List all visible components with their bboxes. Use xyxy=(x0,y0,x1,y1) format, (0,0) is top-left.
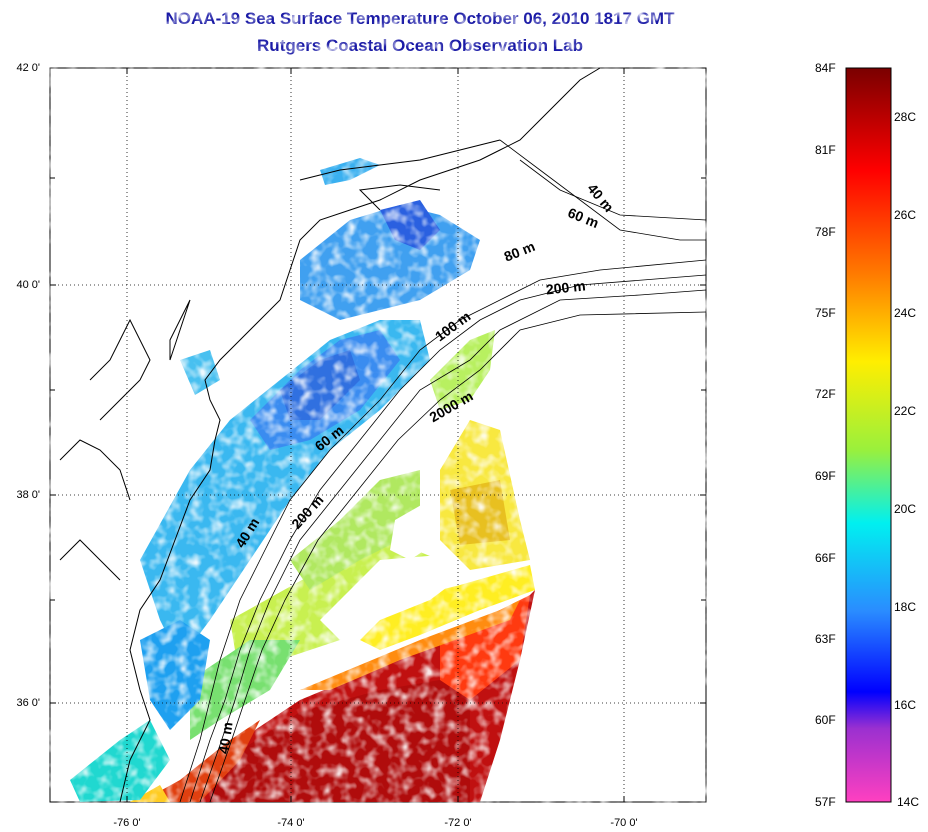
map-title: NOAA-19 Sea Surface Temperature October … xyxy=(165,9,675,28)
colorbar xyxy=(845,67,892,803)
lon-tick: -70 0' xyxy=(610,817,638,829)
lat-tick: 36 0' xyxy=(16,697,40,709)
colorbar-f-label: 63F xyxy=(815,632,836,646)
colorbar-f-label: 81F xyxy=(815,143,836,157)
colorbar-f-label: 57F xyxy=(815,795,836,809)
colorbar-c-label: 16C xyxy=(894,698,917,712)
lat-tick: 42 0' xyxy=(16,62,40,74)
colorbar-f-label: 69F xyxy=(815,469,836,483)
coastline xyxy=(59,67,601,803)
contour-label: 200 m xyxy=(545,277,586,297)
colorbar-f-label: 84F xyxy=(815,61,836,75)
isobaths xyxy=(179,139,707,803)
colorbar-c-label: 22C xyxy=(894,404,917,418)
sst-field xyxy=(50,68,706,802)
colorbar-f-label: 78F xyxy=(815,225,836,239)
contour-label: 40 m xyxy=(215,721,235,755)
lat-tick: 38 0' xyxy=(16,489,40,501)
lon-tick: -76 0' xyxy=(113,817,141,829)
colorbar-f-label: 72F xyxy=(815,387,836,401)
colorbar-c-label: 14C xyxy=(897,795,920,809)
colorbar-c-label: 20C xyxy=(894,502,917,516)
frame-ticks xyxy=(50,68,706,802)
graticule xyxy=(50,68,706,802)
colorbar-f-label: 75F xyxy=(815,306,836,320)
colorbar-c-label: 26C xyxy=(894,208,917,222)
lon-tick: -74 0' xyxy=(277,817,305,829)
colorbar-c-label: 28C xyxy=(894,110,917,124)
colorbar-f-label: 60F xyxy=(815,713,836,727)
lon-tick: -72 0' xyxy=(444,817,472,829)
colorbar-c-label: 24C xyxy=(894,306,917,320)
colorbar-c-label: 18C xyxy=(894,600,917,614)
lat-tick: 40 0' xyxy=(16,279,40,291)
map-subtitle: Rutgers Coastal Ocean Observation Lab xyxy=(257,36,583,55)
colorbar-f-label: 66F xyxy=(815,551,836,565)
